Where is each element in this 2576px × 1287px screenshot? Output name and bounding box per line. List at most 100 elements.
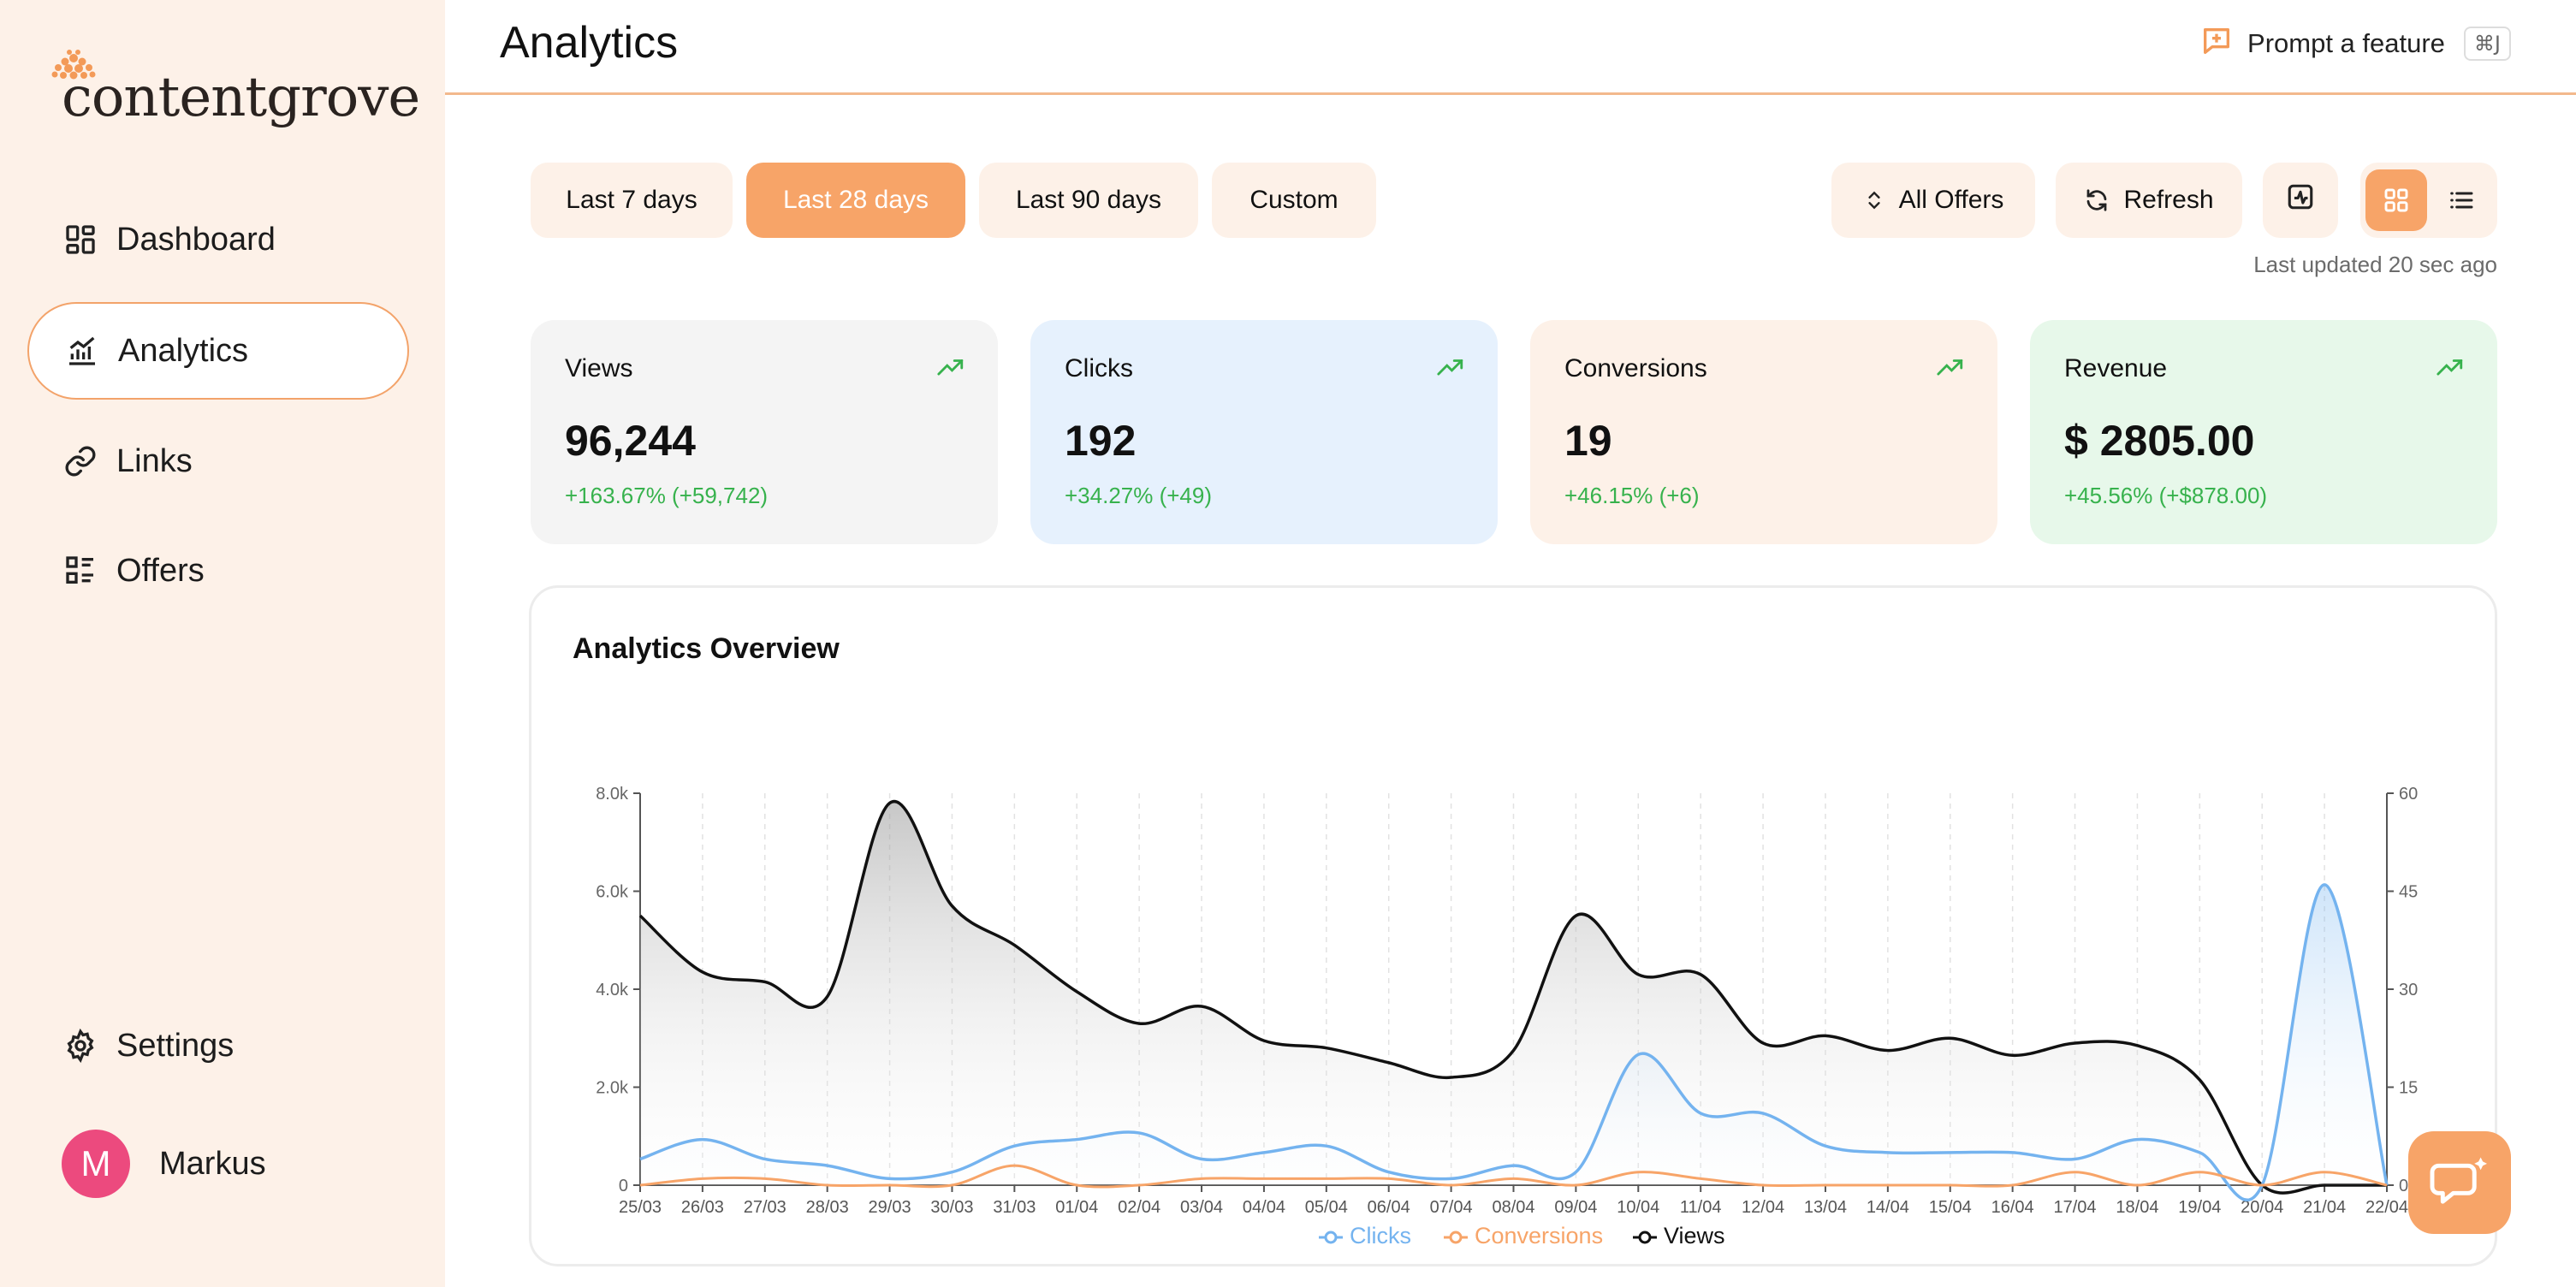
range-last-90-days-button[interactable]: Last 90 days [979, 163, 1198, 238]
range-last-7-days-button[interactable]: Last 7 days [531, 163, 733, 238]
range-label: Last 90 days [1015, 186, 1162, 214]
avatar: M [62, 1130, 130, 1198]
chart-title: Analytics Overview [573, 632, 840, 665]
sidebar-item-settings[interactable]: Settings [27, 997, 409, 1094]
stat-delta: +45.56% (+$878.00) [2064, 483, 2268, 508]
view-toggle [2360, 163, 2497, 238]
support-chat-button[interactable] [2408, 1131, 2511, 1234]
chat-icon [2430, 1157, 2487, 1204]
x-tick-label: 08/04 [1492, 1198, 1534, 1217]
range-label: Last 7 days [566, 186, 697, 214]
y-tick-label-right: 0 [2399, 1177, 2408, 1195]
sidebar-item-label: Offers [116, 552, 205, 589]
x-tick-label: 30/03 [930, 1198, 973, 1217]
stat-value: 192 [1065, 417, 1137, 465]
sidebar-item-label: Dashboard [116, 221, 276, 258]
stat-card-clicks[interactable]: Clicks 192 +34.27% (+49) [1030, 320, 1498, 544]
user-profile[interactable]: M Markus [62, 1130, 266, 1198]
list-icon [62, 552, 99, 590]
series-line-clicks [639, 883, 2389, 1202]
x-tick-label: 27/03 [744, 1198, 786, 1217]
x-tick-label: 22/04 [2365, 1198, 2408, 1217]
offers-select[interactable]: All Offers [1831, 163, 2035, 238]
y-tick-label-right: 60 [2399, 785, 2418, 804]
x-tick-label: 25/03 [619, 1198, 662, 1217]
x-tick-label: 21/04 [2303, 1198, 2346, 1217]
analytics-chart[interactable]: 0 2.0k 4.0k 6.0k 8.0k 0 15 30 45 60 25/03 26/03 27/0… [531, 665, 2495, 1264]
series-line-conversions [639, 1164, 2388, 1189]
stat-delta: +34.27% (+49) [1065, 483, 1213, 508]
user-name: Markus [159, 1145, 266, 1182]
stat-delta: +163.67% (+59,742) [565, 483, 769, 508]
trending-up-icon [936, 358, 965, 383]
x-tick-label: 04/04 [1243, 1198, 1285, 1217]
brand-logo[interactable]: contentgrove [43, 44, 420, 129]
series-area-views [640, 801, 2387, 1194]
brand-name: contentgrove [62, 66, 420, 129]
stat-card-revenue[interactable]: Revenue $ 2805.00 +45.56% (+$878.00) [2030, 320, 2497, 544]
stat-card-views[interactable]: Views 96,244 +163.67% (+59,742) [531, 320, 998, 544]
range-last-28-days-button[interactable]: Last 28 days [746, 163, 965, 238]
sidebar-item-dashboard[interactable]: Dashboard [27, 191, 409, 288]
export-chart-button[interactable] [2263, 163, 2338, 238]
x-tick-label: 26/03 [681, 1198, 724, 1217]
page-header: Analytics Prompt a feature ⌘J [445, 0, 2576, 95]
gear-icon [62, 1027, 99, 1065]
x-tick-label: 06/04 [1368, 1198, 1410, 1217]
y-tick-label-left: 8.0k [596, 785, 629, 804]
range-label: Last 28 days [782, 186, 929, 214]
activity-square-icon [2286, 182, 2315, 218]
tree-logo-icon [51, 50, 96, 80]
x-tick-label: 05/04 [1305, 1198, 1348, 1217]
stat-value: 96,244 [565, 417, 696, 465]
stat-label: Conversions [1564, 354, 1707, 383]
y-tick-label-left: 0 [619, 1177, 628, 1195]
x-tick-label: 29/03 [869, 1198, 911, 1217]
range-custom-button[interactable]: Custom [1212, 163, 1376, 238]
x-tick-label: 17/04 [2054, 1198, 2097, 1217]
range-label: Custom [1249, 186, 1338, 214]
chart-icon [63, 332, 101, 370]
legend-label-conversions: Conversions [1475, 1223, 1603, 1248]
legend-dot-views [1638, 1231, 1652, 1244]
refresh-label: Refresh [2123, 186, 2214, 214]
refresh-button[interactable]: Refresh [2056, 163, 2242, 238]
y-tick-label-right: 30 [2399, 981, 2418, 999]
dashboard-icon [62, 221, 99, 258]
sidebar: contentgrove Dashboard Analytics Links O… [0, 0, 445, 1287]
stat-label: Views [565, 354, 633, 383]
sidebar-item-links[interactable]: Links [27, 412, 409, 510]
y-tick-label-right: 45 [2399, 883, 2418, 902]
x-tick-label: 28/03 [806, 1198, 849, 1217]
stat-value: $ 2805.00 [2064, 417, 2255, 465]
x-tick-label: 02/04 [1118, 1198, 1160, 1217]
x-tick-label: 19/04 [2178, 1198, 2221, 1217]
trending-up-icon [1436, 358, 1465, 383]
sidebar-item-offers[interactable]: Offers [27, 522, 409, 620]
page-title: Analytics [500, 18, 679, 68]
link-icon [62, 442, 99, 480]
list-view-button[interactable] [2431, 169, 2492, 231]
legend-label-clicks: Clicks [1350, 1223, 1411, 1248]
x-tick-label: 01/04 [1055, 1198, 1098, 1217]
y-tick-label-left: 2.0k [596, 1079, 629, 1098]
x-tick-label: 11/04 [1680, 1198, 1722, 1217]
x-tick-label: 07/04 [1430, 1198, 1473, 1217]
prompt-feature-button[interactable]: Prompt a feature ⌘J [2199, 24, 2511, 62]
grid-view-button[interactable] [2365, 169, 2427, 231]
stat-card-conversions[interactable]: Conversions 19 +46.15% (+6) [1530, 320, 1997, 544]
sidebar-item-label: Settings [116, 1027, 234, 1064]
x-tick-label: 10/04 [1617, 1198, 1659, 1217]
stat-delta: +46.15% (+6) [1564, 483, 1700, 508]
trending-up-icon [1936, 358, 1965, 383]
grid-icon [2384, 188, 2408, 212]
refresh-icon [2084, 187, 2110, 213]
prompt-feature-label: Prompt a feature [2247, 27, 2445, 58]
x-tick-label: 14/04 [1867, 1198, 1909, 1217]
legend-label-views: Views [1664, 1223, 1725, 1248]
chevron-up-down-icon [1863, 187, 1885, 213]
last-updated: Last updated 20 sec ago [2253, 252, 2497, 277]
trending-up-icon [2436, 358, 2465, 383]
sidebar-item-analytics[interactable]: Analytics [27, 302, 409, 400]
series-area-clicks [640, 884, 2387, 1201]
